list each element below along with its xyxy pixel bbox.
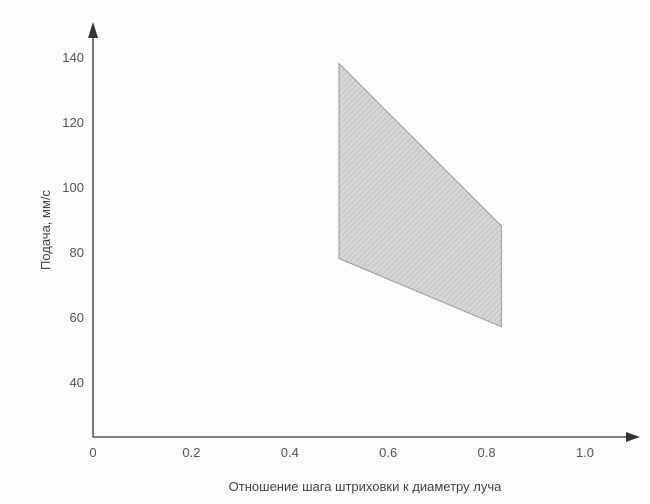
x-tick-label: 0.2: [182, 445, 200, 460]
x-tick-label: 1.0: [576, 445, 594, 460]
y-tick-label: 40: [70, 375, 84, 390]
y-tick-label: 80: [70, 245, 84, 260]
x-axis-arrow-icon: [626, 432, 640, 442]
x-axis-title: Отношение шага штриховки к диаметру луча: [229, 479, 502, 494]
x-tick-label: 0.8: [478, 445, 496, 460]
y-tick-label: 60: [70, 310, 84, 325]
y-axis-arrow-icon: [88, 22, 98, 38]
y-tick-labels: 40 60 80 100 120 140: [62, 50, 84, 390]
feasible-region: [338, 62, 502, 328]
x-tick-label: 0: [89, 445, 96, 460]
x-tick-label: 0.6: [379, 445, 397, 460]
x-tick-labels: 0 0.2 0.4 0.6 0.8 1.0: [89, 445, 594, 460]
y-tick-label: 120: [62, 115, 84, 130]
x-tick-label: 0.4: [281, 445, 299, 460]
y-tick-label: 140: [62, 50, 84, 65]
y-tick-label: 100: [62, 180, 84, 195]
y-axis-title: Подача, мм/с: [38, 189, 53, 270]
